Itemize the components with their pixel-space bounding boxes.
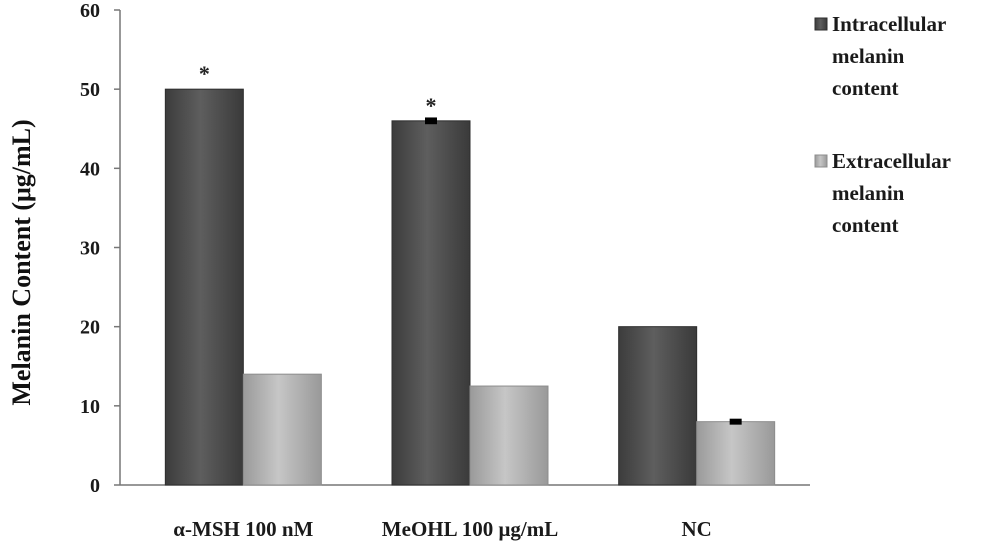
bars: [164, 88, 776, 486]
error-bar: [729, 418, 742, 425]
labels: * α-MSH 100 nM * MeOHL 100 μg/mL NC: [173, 61, 712, 541]
error-bar: [425, 117, 437, 125]
y-tick-label: 10: [80, 396, 100, 418]
legend-label-extracellular: Extracellular melanin content: [832, 149, 951, 237]
legend-swatch-extracellular: [814, 154, 828, 168]
bar-extracellular-1: [469, 385, 549, 486]
legend: Intracellular melanin content Extracellular…: [814, 12, 951, 237]
y-tick-label: 40: [80, 158, 100, 180]
legend-label-intracellular: Intracellular melanin content: [832, 12, 946, 100]
y-tick-label: 60: [80, 0, 100, 22]
bar-extracellular-2: [696, 421, 776, 486]
y-tick-label: 30: [80, 238, 100, 260]
significance-annotation: *: [199, 61, 210, 86]
y-axis-title: Melanin Content (μg/mL): [7, 119, 36, 405]
bar-intracellular-0: [164, 88, 244, 486]
significance-annotation: *: [426, 93, 437, 118]
y-tick-label: 20: [80, 317, 100, 339]
bar-intracellular-2: [618, 326, 698, 486]
legend-swatch-intracellular: [814, 17, 828, 31]
y-tick-label: 50: [80, 79, 100, 101]
y-tick-label: 0: [90, 475, 100, 497]
x-category-label: MeOHL 100 μg/mL: [382, 517, 558, 541]
x-category-label: NC: [681, 517, 711, 541]
x-category-label: α-MSH 100 nM: [173, 517, 313, 541]
axes: 0 10 20 30 40 50 60 Melanin Content (μg/mL): [7, 0, 810, 497]
bar-extracellular-0: [242, 373, 322, 486]
bar-intracellular-1: [391, 120, 471, 486]
